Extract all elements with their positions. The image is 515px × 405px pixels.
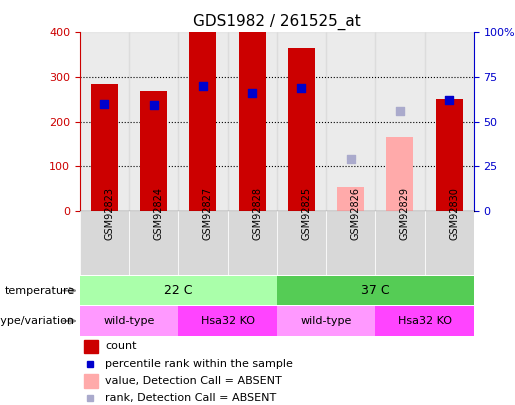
Point — [297, 84, 305, 91]
Text: wild-type: wild-type — [300, 316, 352, 326]
Point — [149, 102, 158, 109]
Text: wild-type: wild-type — [104, 316, 155, 326]
Bar — [178, 32, 228, 211]
Bar — [386, 137, 414, 211]
Point — [248, 90, 256, 96]
Bar — [129, 211, 178, 275]
Text: value, Detection Call = ABSENT: value, Detection Call = ABSENT — [106, 376, 282, 386]
Text: Hsa32 KO: Hsa32 KO — [398, 316, 452, 326]
Bar — [424, 211, 474, 275]
Title: GDS1982 / 261525_at: GDS1982 / 261525_at — [193, 13, 360, 30]
Bar — [326, 32, 375, 211]
Text: GSM92825: GSM92825 — [301, 187, 312, 241]
Bar — [228, 211, 277, 275]
Text: genotype/variation: genotype/variation — [0, 316, 75, 326]
Text: GSM92828: GSM92828 — [252, 188, 262, 240]
Text: count: count — [106, 341, 137, 352]
Bar — [80, 307, 178, 335]
Point — [199, 83, 207, 89]
Text: Hsa32 KO: Hsa32 KO — [200, 316, 254, 326]
Bar — [91, 84, 118, 211]
Bar — [80, 276, 277, 305]
Bar — [80, 211, 129, 275]
Point — [396, 108, 404, 114]
Text: GSM92823: GSM92823 — [105, 188, 114, 240]
Bar — [228, 32, 277, 211]
Bar — [375, 211, 424, 275]
Bar — [84, 374, 97, 388]
Bar — [277, 307, 375, 335]
Bar — [375, 307, 474, 335]
Point — [100, 100, 109, 107]
Bar — [326, 211, 375, 275]
Bar — [375, 32, 424, 211]
Bar — [277, 32, 326, 211]
Bar — [178, 307, 277, 335]
Text: GSM92829: GSM92829 — [400, 188, 410, 240]
Bar — [337, 188, 364, 211]
Bar — [277, 276, 474, 305]
Text: GSM92826: GSM92826 — [351, 188, 360, 240]
Bar — [436, 99, 462, 211]
Bar — [178, 211, 228, 275]
Bar — [84, 339, 97, 353]
Text: 37 C: 37 C — [361, 284, 390, 297]
Point — [445, 97, 453, 103]
Text: GSM92824: GSM92824 — [153, 188, 164, 240]
Bar — [190, 32, 216, 211]
Bar — [238, 32, 266, 211]
Text: GSM92827: GSM92827 — [203, 187, 213, 241]
Text: rank, Detection Call = ABSENT: rank, Detection Call = ABSENT — [106, 393, 277, 403]
Text: percentile rank within the sample: percentile rank within the sample — [106, 359, 294, 369]
Bar — [140, 91, 167, 211]
Text: GSM92830: GSM92830 — [449, 188, 459, 240]
Bar — [129, 32, 178, 211]
Text: 22 C: 22 C — [164, 284, 193, 297]
Bar — [277, 211, 326, 275]
Bar — [424, 32, 474, 211]
Bar — [288, 48, 315, 211]
Point — [347, 156, 355, 162]
Bar — [80, 32, 129, 211]
Text: temperature: temperature — [5, 286, 75, 296]
